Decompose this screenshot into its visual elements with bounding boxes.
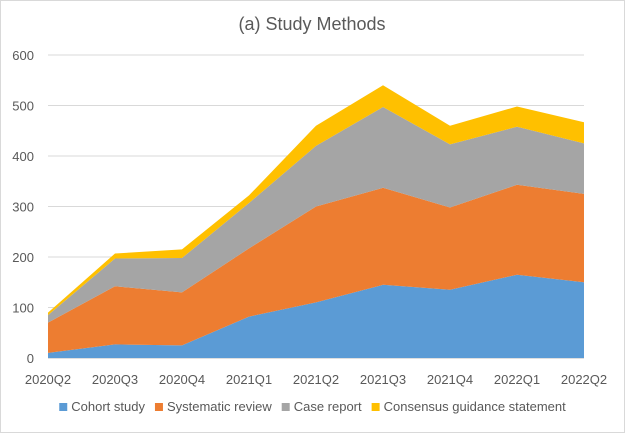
legend-label: Consensus guidance statement <box>384 399 567 414</box>
legend-item-case-report: Case report <box>281 399 362 414</box>
legend-item-consensus-guidance-statement: Consensus guidance statement <box>371 399 567 414</box>
x-tick-label: 2022Q1 <box>494 372 540 387</box>
area-cohort-study <box>48 274 584 358</box>
x-tick-label: 2021Q4 <box>427 372 473 387</box>
legend-swatch <box>154 403 163 411</box>
y-tick-label: 500 <box>12 99 34 114</box>
legend-label: Systematic review <box>167 399 272 414</box>
x-tick-label: 2021Q1 <box>226 372 272 387</box>
legend-item-systematic-review: Systematic review <box>154 399 272 414</box>
legend-swatch <box>281 403 290 411</box>
x-tick-label: 2022Q2 <box>561 372 607 387</box>
x-tick-label: 2020Q3 <box>92 372 138 387</box>
y-axis-ticks: 0 100 200 300 400 500 600 <box>12 48 34 366</box>
y-tick-label: 0 <box>27 351 34 366</box>
x-axis-ticks: 2020Q2 2020Q3 2020Q4 2021Q1 2021Q2 2021Q3 2021… <box>25 372 607 387</box>
x-tick-label: 2020Q4 <box>159 372 205 387</box>
legend-label: Cohort study <box>71 399 145 414</box>
x-tick-label: 2021Q2 <box>293 372 339 387</box>
y-tick-label: 400 <box>12 149 34 164</box>
legend-swatch <box>371 403 380 411</box>
chart-title: (a) Study Methods <box>238 14 385 34</box>
legend: Cohort study Systematic review Case report… <box>59 399 566 414</box>
legend-swatch <box>59 403 68 411</box>
y-tick-label: 200 <box>12 250 34 265</box>
legend-item-cohort-study: Cohort study <box>59 399 145 414</box>
area-systematic-review <box>48 184 584 353</box>
legend-label: Case report <box>294 399 362 414</box>
area-consensus-guidance-statement <box>48 85 584 316</box>
y-tick-label: 600 <box>12 48 34 63</box>
y-tick-label: 100 <box>12 301 34 316</box>
area-series <box>48 85 584 358</box>
x-tick-label: 2021Q3 <box>360 372 406 387</box>
area-case-report <box>48 107 584 323</box>
y-tick-label: 300 <box>12 200 34 215</box>
x-tick-label: 2020Q2 <box>25 372 71 387</box>
